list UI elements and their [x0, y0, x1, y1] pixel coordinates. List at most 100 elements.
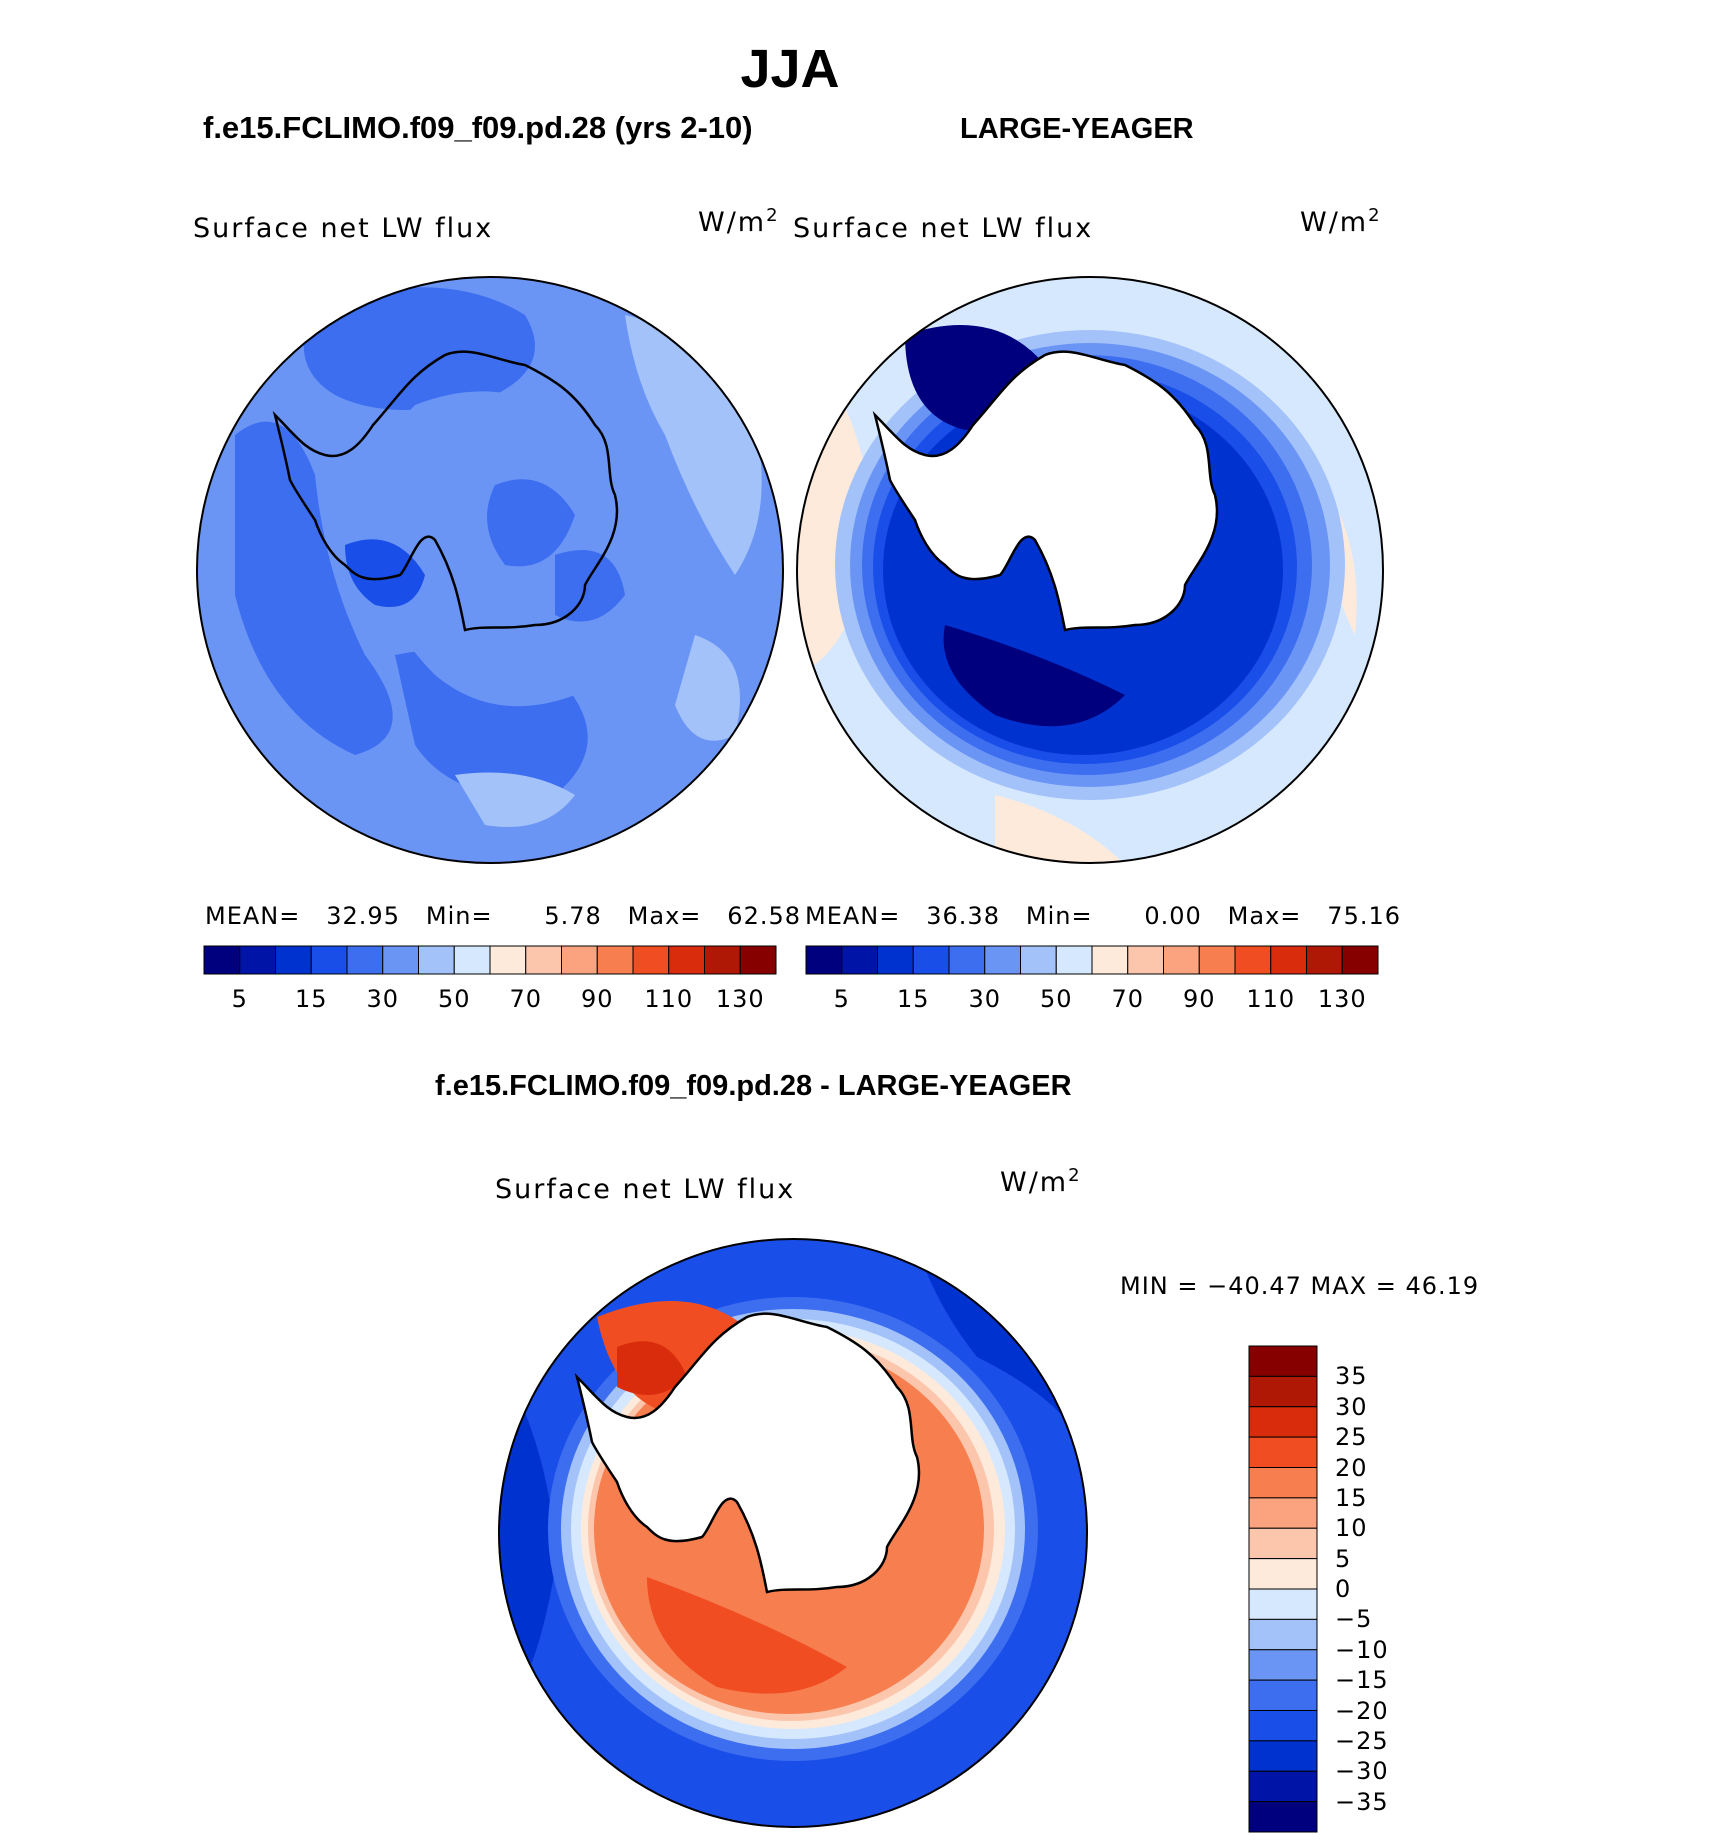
colorbar-tick-label: 15 [294, 985, 328, 1013]
colorbar-swatch [453, 945, 491, 975]
right-case-title: LARGE-YEAGER [960, 113, 1194, 145]
colorbar-tick-label: −20 [1335, 1696, 1389, 1725]
colorbar-swatch [596, 945, 634, 975]
colorbar-swatch [1127, 945, 1164, 975]
colorbar-tick-label: −30 [1335, 1757, 1389, 1786]
right-plot-label: Surface net LW flux [793, 213, 1094, 244]
diff-minmax: MIN = −40.47 MAX = 46.19 [1120, 1272, 1480, 1300]
colorbar-swatch [984, 945, 1021, 975]
colorbar-tick-label: 70 [509, 985, 543, 1013]
colorbar-tick-label: −15 [1335, 1666, 1389, 1695]
colorbar-tick-label: 30 [968, 985, 1002, 1013]
colorbar-swatch [275, 945, 312, 975]
colorbar-tick-label: −5 [1335, 1605, 1373, 1634]
colorbar-swatch [1248, 1801, 1318, 1833]
colorbar-tick-label: 90 [580, 985, 614, 1013]
colorbar-swatch [1248, 1710, 1318, 1742]
diff-units: W/m2 [1000, 1165, 1082, 1198]
colorbar-tick-label: 5 [833, 985, 850, 1013]
colorbar-swatch [1248, 1618, 1318, 1651]
colorbar-tick-label: 130 [1317, 985, 1367, 1013]
diff-colorbar [1248, 1345, 1318, 1833]
colorbar-swatch [1163, 945, 1200, 975]
colorbar-tick-label: 10 [1335, 1514, 1368, 1543]
left-units: W/m2 [698, 205, 780, 238]
colorbar-swatch [418, 945, 455, 975]
colorbar-swatch [632, 945, 670, 975]
colorbar-tick-label: 0 [1335, 1575, 1352, 1603]
colorbar-swatch [1248, 1497, 1318, 1529]
colorbar-swatch [1270, 945, 1307, 975]
colorbar-tick-label: 130 [715, 985, 765, 1013]
colorbar-swatch [382, 945, 419, 975]
colorbar-swatch [704, 945, 741, 975]
colorbar-tick-label: 15 [896, 985, 930, 1013]
colorbar-swatch [1248, 1679, 1318, 1711]
colorbar-swatch [1248, 1527, 1318, 1560]
colorbar-swatch [1341, 945, 1379, 975]
colorbar-tick-label: 30 [366, 985, 400, 1013]
colorbar-swatch [310, 945, 348, 975]
diff-title: f.e15.FCLIMO.f09_f09.pd.28 - LARGE-YEAGE… [435, 1070, 1072, 1102]
colorbar-tick-label: −25 [1335, 1726, 1389, 1755]
colorbar-tick-label: 20 [1335, 1453, 1368, 1482]
colorbar-swatch [1306, 945, 1343, 975]
colorbar-tick-label: 50 [437, 985, 471, 1013]
right-stats: MEAN= 36.38 Min= 0.00 Max= 75.16 [805, 902, 1402, 930]
colorbar-swatch [912, 945, 950, 975]
colorbar-tick-label: 30 [1335, 1392, 1368, 1421]
colorbar-swatch [948, 945, 986, 975]
colorbar-swatch [1248, 1436, 1318, 1468]
colorbar-swatch [1020, 945, 1057, 975]
colorbar-swatch [525, 945, 562, 975]
diff-polar-map [498, 1238, 1088, 1828]
colorbar-swatch [1248, 1770, 1318, 1803]
colorbar-swatch [1248, 1375, 1318, 1408]
left-colorbar-ticks: 5 15 30 50 70 90 110 130 [203, 985, 777, 1015]
colorbar-swatch [1091, 945, 1129, 975]
left-colorbar [203, 945, 777, 975]
colorbar-swatch [1198, 945, 1236, 975]
colorbar-swatch [1055, 945, 1093, 975]
colorbar-swatch [561, 945, 598, 975]
colorbar-swatch [1248, 1345, 1318, 1377]
colorbar-swatch [668, 945, 705, 975]
colorbar-swatch [1234, 945, 1272, 975]
colorbar-swatch [346, 945, 384, 975]
colorbar-swatch [1248, 1588, 1318, 1620]
colorbar-swatch [805, 945, 843, 975]
colorbar-tick-label: 5 [1335, 1544, 1352, 1573]
colorbar-tick-label: 5 [231, 985, 248, 1013]
colorbar-swatch [877, 945, 914, 975]
colorbar-tick-label: 110 [644, 985, 694, 1013]
colorbar-swatch [1248, 1467, 1318, 1499]
colorbar-tick-label: 70 [1111, 985, 1145, 1013]
colorbar-tick-label: 90 [1182, 985, 1216, 1013]
colorbar-swatch [841, 945, 878, 975]
left-plot-label: Surface net LW flux [193, 213, 494, 244]
colorbar-swatch [1248, 1558, 1318, 1590]
diff-colorbar-ticks: 35 30 25 20 15 10 5 0 −5 −10 −15 −20 −25 −30 −35 [1335, 1345, 1435, 1835]
colorbar-swatch [1248, 1406, 1318, 1438]
right-colorbar [805, 945, 1379, 975]
left-polar-map [196, 276, 784, 864]
left-case-title: f.e15.FCLIMO.f09_f09.pd.28 (yrs 2-10) [203, 110, 753, 145]
colorbar-swatch [203, 945, 241, 975]
page-title: JJA [740, 39, 840, 99]
colorbar-tick-label: −35 [1335, 1787, 1389, 1816]
colorbar-swatch [1248, 1649, 1318, 1681]
left-stats: MEAN= 32.95 Min= 5.78 Max= 62.58 [205, 902, 802, 930]
colorbar-swatch [489, 945, 527, 975]
colorbar-tick-label: −10 [1335, 1635, 1389, 1664]
colorbar-tick-label: 110 [1246, 985, 1296, 1013]
colorbar-swatch [739, 945, 777, 975]
right-polar-map [796, 276, 1384, 864]
colorbar-tick-label: 15 [1335, 1483, 1368, 1512]
right-colorbar-ticks: 5 15 30 50 70 90 110 130 [805, 985, 1379, 1015]
colorbar-swatch [1248, 1740, 1318, 1772]
colorbar-swatch [239, 945, 276, 975]
right-units: W/m2 [1300, 205, 1382, 238]
colorbar-tick-label: 25 [1335, 1423, 1368, 1452]
colorbar-tick-label: 50 [1039, 985, 1073, 1013]
colorbar-tick-label: 35 [1335, 1362, 1368, 1391]
